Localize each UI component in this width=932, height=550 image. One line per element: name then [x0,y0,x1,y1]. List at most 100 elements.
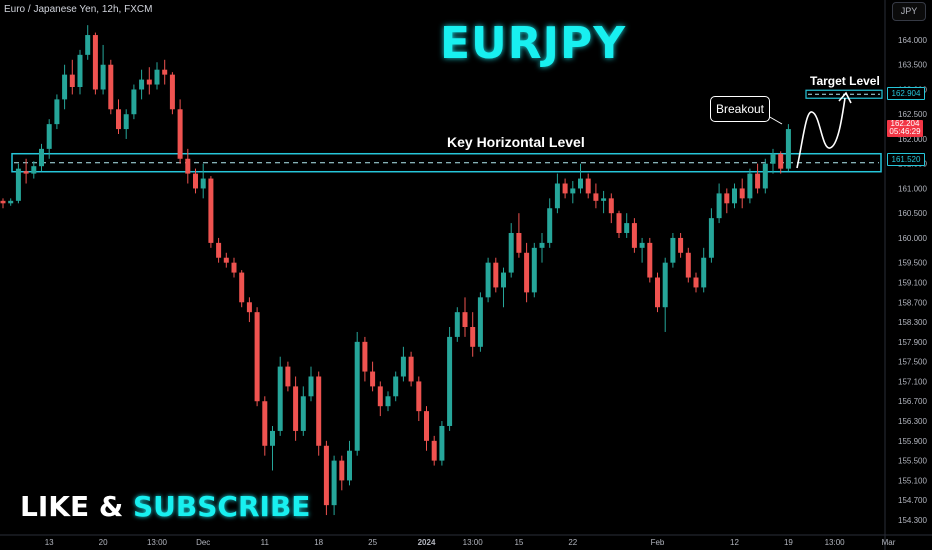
candle-body [262,401,268,446]
y-tick-label: 155.900 [898,437,927,446]
y-tick-label: 155.100 [898,476,927,485]
candle-body [770,153,776,164]
candle-body [23,171,29,174]
candle-body [331,460,337,506]
countdown-timer: 05:46:29 [889,127,921,136]
candle-body [785,129,791,169]
y-tick-label: 163.500 [898,61,927,70]
candle-body [655,277,660,308]
last-price-value: 162.204 [890,119,920,128]
candle-body [123,114,129,130]
candle-body [108,64,114,110]
candle-body [454,312,460,337]
candle-body [724,193,730,204]
candle-body [239,272,245,303]
candle-body [139,79,145,90]
candle-body [539,242,545,248]
candle-body [154,69,160,85]
candle-body [708,218,714,258]
candle-body [185,158,191,174]
candle-body [200,178,206,189]
chart-title: EURJPY [440,18,627,69]
y-tick-label: 156.300 [898,417,927,426]
candle-body [631,223,637,248]
candle-body [400,356,406,377]
y-tick-label: 154.300 [898,516,927,525]
candle-body [693,277,699,288]
key-level-label: Key Horizontal Level [447,134,585,150]
x-tick-label: Mar [882,538,896,547]
candle-body [85,35,91,55]
candle-body [508,232,514,273]
candle-body [177,109,183,159]
candle-body [585,178,591,194]
candle-body [678,237,684,253]
candle-body [193,173,198,189]
candle-body [647,242,653,278]
target-price-tag: 162.904 [887,87,925,100]
candle-body [516,232,522,253]
breakout-callout: Breakout [710,96,770,122]
x-tick-label: 13:00 [463,538,484,547]
candle-body [385,396,391,407]
candle-body [69,74,75,88]
candle-body [755,173,761,189]
candle-body [624,223,630,233]
candle-body [531,247,537,293]
candle-body [77,54,83,88]
candle-body [608,198,614,214]
candle-body [670,237,676,263]
candle-body [231,262,237,273]
y-tick-label: 158.300 [898,318,927,327]
y-tick-label: 157.500 [898,358,927,367]
y-tick-label: 159.100 [898,278,927,287]
candle-body [447,336,453,426]
candle-body [223,257,229,263]
candle-body [362,341,368,372]
y-tick-label: 158.700 [898,298,927,307]
candle-body [370,371,376,387]
candle-body [92,35,98,90]
candle-body [15,168,21,201]
x-tick-label: 18 [314,538,323,547]
candle-body [416,381,422,412]
candle-body [408,356,414,382]
candle-body [431,440,437,461]
candle-body [162,69,168,75]
candle-body [639,242,645,248]
candle-body [470,327,476,347]
y-tick-label: 160.500 [898,209,927,218]
candle-body [54,99,60,125]
x-tick-label: 15 [514,538,523,547]
subscribe-text: SUBSCRIBE [133,490,311,523]
candle-body [216,242,222,258]
candle-body [393,376,399,397]
candle-body [339,460,345,481]
y-tick-label: 164.000 [898,36,927,45]
candle-body [270,430,275,446]
candle-body [323,445,329,506]
candle-body [116,109,121,130]
breakout-pointer [767,115,783,125]
candle-body [778,153,784,169]
target-level-label: Target Level [810,74,880,88]
candle-body [62,74,68,100]
candle-body [300,396,306,431]
candle-body [0,200,6,204]
candle-body [462,312,468,328]
candle-body [208,178,214,243]
candle-body [570,188,576,194]
x-tick-label: Dec [196,538,210,547]
y-tick-label: 162.500 [898,110,927,119]
x-tick-label: 19 [784,538,793,547]
candle-body [716,193,722,219]
y-tick-label: 156.700 [898,397,927,406]
candle-body [377,386,383,407]
candle-body [8,200,14,204]
candle-body [762,163,768,189]
x-tick-label: 12 [730,538,739,547]
candle-body [46,124,52,149]
currency-selector[interactable]: JPY [892,2,926,21]
x-tick-label: 11 [261,538,270,547]
